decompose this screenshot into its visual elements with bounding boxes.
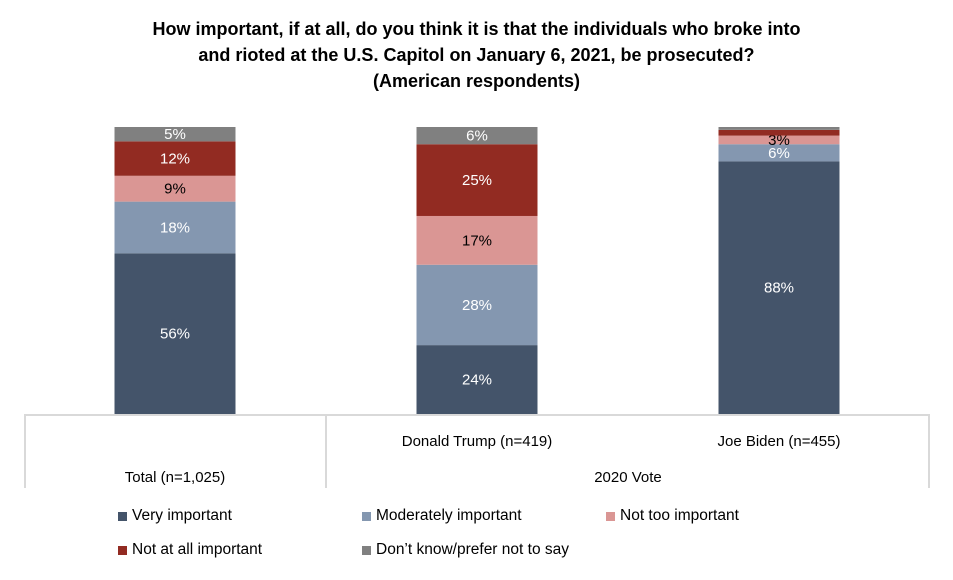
- legend-item-not-too-important: Not too important: [606, 507, 739, 525]
- data-label-moderately-important-total-n-1-025: 18%: [160, 219, 190, 236]
- legend-swatch-moderately-important: [362, 511, 371, 521]
- category-label-trump: Donald Trump (n=419): [402, 433, 553, 450]
- bar-segment-not-at-all-important-total-n-1-025: [114, 141, 236, 176]
- chart-title-line-3: (American respondents): [372, 71, 581, 91]
- bar-segment-moderately-important-joe-biden-n-455: [718, 144, 840, 162]
- legend-label: Not too important: [620, 507, 739, 524]
- bar-segment-very-important-donald-trump-n-419: [416, 345, 538, 414]
- chart-title-line-1: How important, if at all, do you think i…: [152, 19, 801, 39]
- legend-item-dont-know: Don’t know/prefer not to say: [362, 541, 569, 559]
- legend-item-very-important: Very important: [118, 507, 232, 525]
- bar-segment-don-t-know-prefer-not-to-say-joe-biden-n-455: [718, 127, 840, 130]
- legend-label: Not at all important: [132, 541, 263, 558]
- data-label-moderately-important-joe-biden-n-455: 6%: [768, 145, 790, 162]
- bar-segment-don-t-know-prefer-not-to-say-donald-trump-n-419: [416, 127, 538, 145]
- legend-item-not-at-all-important: Not at all important: [118, 541, 262, 559]
- bar-segment-very-important-joe-biden-n-455: [718, 161, 840, 414]
- data-label-very-important-joe-biden-n-455: 88%: [764, 280, 794, 297]
- bar-segment-not-too-important-total-n-1-025: [114, 175, 236, 202]
- bar-segment-not-too-important-joe-biden-n-455: [718, 135, 840, 145]
- data-label-very-important-donald-trump-n-419: 24%: [462, 372, 492, 389]
- data-label-not-too-important-total-n-1-025: 9%: [164, 181, 186, 198]
- group-label-2020-vote: 2020 Vote: [594, 469, 662, 486]
- legend-swatch-dont-know: [362, 545, 371, 555]
- data-label-not-too-important-joe-biden-n-455: 3%: [768, 132, 790, 149]
- bars-group: 56%18%9%12%5%24%28%17%25%6%88%6%3%: [114, 126, 840, 414]
- legend-swatch-very-important: [118, 511, 127, 521]
- data-label-don-t-know-prefer-not-to-say-total-n-1-025: 5%: [164, 126, 186, 143]
- bar-segment-don-t-know-prefer-not-to-say-total-n-1-025: [114, 127, 236, 142]
- legend-item-moderately-important: Moderately important: [362, 507, 522, 525]
- data-label-not-at-all-important-total-n-1-025: 12%: [160, 151, 190, 168]
- bar-segment-very-important-total-n-1-025: [114, 253, 236, 414]
- legend-label: Very important: [132, 507, 232, 524]
- legend-label: Don’t know/prefer not to say: [376, 541, 569, 558]
- data-label-don-t-know-prefer-not-to-say-donald-trump-n-419: 6%: [466, 128, 488, 145]
- bar-segment-not-at-all-important-joe-biden-n-455: [718, 129, 840, 136]
- category-axis: Donald Trump (n=419) Joe Biden (n=455) T…: [24, 414, 930, 488]
- legend-swatch-not-too-important: [606, 511, 615, 521]
- chart-title: How important, if at all, do you think i…: [0, 16, 953, 94]
- data-label-moderately-important-donald-trump-n-419: 28%: [462, 297, 492, 314]
- data-label-very-important-total-n-1-025: 56%: [160, 326, 190, 343]
- bar-segment-moderately-important-donald-trump-n-419: [416, 264, 538, 346]
- bar-segment-moderately-important-total-n-1-025: [114, 201, 236, 254]
- data-label-not-too-important-donald-trump-n-419: 17%: [462, 232, 492, 249]
- chart-title-line-2: and rioted at the U.S. Capitol on Januar…: [198, 45, 755, 65]
- legend-swatch-not-at-all-important: [118, 545, 127, 555]
- data-label-not-at-all-important-donald-trump-n-419: 25%: [462, 172, 492, 189]
- category-label-biden: Joe Biden (n=455): [717, 433, 840, 450]
- bar-segment-not-at-all-important-donald-trump-n-419: [416, 144, 538, 216]
- bar-segment-not-too-important-donald-trump-n-419: [416, 215, 538, 265]
- category-label-total: Total (n=1,025): [125, 469, 225, 486]
- legend-label: Moderately important: [376, 507, 522, 524]
